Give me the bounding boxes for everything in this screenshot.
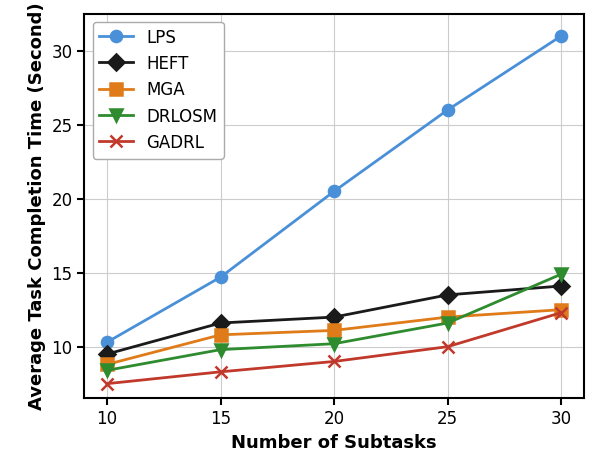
LPS: [444, 107, 452, 113]
LPS: [557, 33, 565, 38]
DRLOSM: [217, 347, 224, 352]
LPS: [104, 339, 111, 345]
HEFT: [104, 351, 111, 357]
LPS: [217, 274, 224, 280]
HEFT: [217, 320, 224, 326]
MGA: [557, 307, 565, 312]
X-axis label: Number of Subtasks: Number of Subtasks: [231, 434, 437, 452]
Legend: LPS, HEFT, MGA, DRLOSM, GADRL: LPS, HEFT, MGA, DRLOSM, GADRL: [93, 22, 223, 159]
Line: LPS: LPS: [101, 30, 567, 348]
MGA: [444, 314, 452, 320]
MGA: [330, 327, 338, 333]
DRLOSM: [557, 272, 565, 277]
LPS: [330, 189, 338, 194]
Line: MGA: MGA: [101, 304, 567, 370]
HEFT: [444, 292, 452, 298]
Line: HEFT: HEFT: [101, 280, 567, 360]
Line: GADRL: GADRL: [101, 307, 567, 389]
HEFT: [330, 314, 338, 320]
MGA: [104, 362, 111, 367]
DRLOSM: [104, 368, 111, 373]
GADRL: [104, 381, 111, 387]
GADRL: [217, 369, 224, 375]
GADRL: [330, 359, 338, 364]
MGA: [217, 332, 224, 338]
Line: DRLOSM: DRLOSM: [101, 268, 567, 376]
HEFT: [557, 283, 565, 289]
GADRL: [557, 310, 565, 316]
DRLOSM: [444, 320, 452, 326]
Y-axis label: Average Task Completion Time (Second): Average Task Completion Time (Second): [28, 2, 46, 410]
GADRL: [444, 344, 452, 349]
DRLOSM: [330, 341, 338, 346]
